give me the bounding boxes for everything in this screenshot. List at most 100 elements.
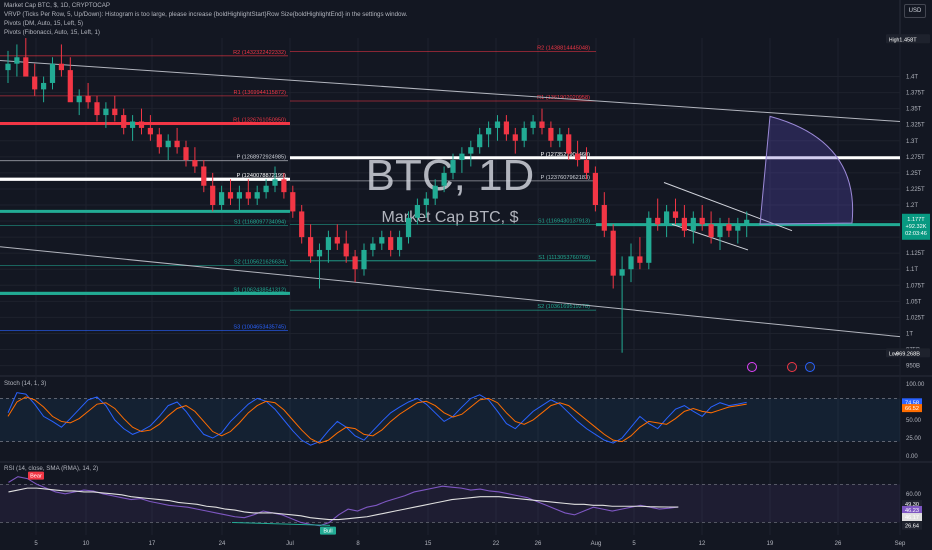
candle-body [539,121,545,128]
candle-body [494,121,501,128]
candle-body [23,57,29,77]
low-label: Low [889,351,899,357]
pivots-fib-label[interactable]: Pivots (Fibonacci, Auto, 15, Left, 1) [4,29,100,36]
rsi-title[interactable]: RSI (14, close, SMA (RMA), 14, 2) [4,465,99,472]
currency-button[interactable]: USD [904,4,926,18]
candle-body [486,127,492,135]
candle-body [557,134,563,141]
pivot-level-aug-label: S1 (1169430137913) [538,219,590,225]
vrvp-indicator-label[interactable]: VRVP (Ticks Per Row, 5, Up/Down): Histog… [4,11,408,18]
rsi-bear-tag-bg [28,471,44,480]
watermark-name: Market Cap BTC, $ [382,209,519,226]
candle-body [121,115,127,128]
time-axis-label: 8 [356,541,360,547]
stoch-axis-label: 0.00 [906,454,918,460]
price-axis-label: 1.025T [906,315,925,321]
last-price-tag-bg [902,213,930,240]
pivot-level-jul-label: R1 (1369944115872) [234,90,287,96]
candle-body [726,224,732,231]
pivot-level-jul-label: S1 (1062438541312) [233,287,286,293]
trend-line-lower [0,246,901,338]
candle-body [628,256,634,270]
candle-body [548,127,554,141]
candle-body [14,57,20,64]
low-value-tag-bg [886,348,930,358]
candle-body [201,166,207,186]
candle-body [147,127,153,135]
candle-body [637,256,643,263]
price-axis-label: 1.075T [906,283,925,289]
candle-body [370,243,376,250]
last-change-value: +92.32K [906,224,927,230]
candle-body [619,269,625,276]
stoch-d-tag-bg [902,404,922,413]
candle-body [49,63,56,83]
rsi-ma-line [8,487,679,521]
candle-body [681,217,687,231]
time-axis-label: 26 [835,541,842,547]
candle-body [325,237,331,250]
rsi-value-tag: 46.17 [905,515,919,521]
event-icon[interactable] [787,362,797,372]
stoch-k-tag-bg [902,398,922,407]
rsi-value-tag: 49.30 [905,502,919,508]
pivot-level-jul-label: R1 (1326761050950) [233,118,286,124]
event-icon[interactable] [805,362,815,372]
candle-body [583,160,590,173]
stoch-title[interactable]: Stoch (14, 1, 3) [4,380,47,387]
time-axis-label: 26 [535,541,542,547]
price-axis-label: 1.1T [906,267,918,273]
rsi-line [8,476,679,527]
time-axis-label: 12 [699,541,706,547]
candle-body [450,160,456,173]
stoch-axis-label: 100.00 [906,382,925,388]
candle-body [5,63,11,71]
price-axis-label: 1.05T [906,299,922,305]
candle-body [32,76,38,90]
candle-body [334,237,340,244]
candle-body [130,121,136,128]
high-value-tag: 1.458T [899,37,917,43]
candle-body [290,192,296,212]
high-value-tag-bg [886,34,930,44]
wedge-line-upper [663,182,793,232]
candle-body [397,237,403,250]
rsi-bull-divergence [231,521,331,526]
candle-body [67,70,73,103]
pivot-level-jul-label: R2 (1432322422332) [233,50,286,56]
candle-body [503,121,509,135]
candle-body [708,224,714,238]
candle-body [236,192,242,199]
rsi-value-tag: 46.23 [905,508,919,514]
time-axis-label: Jul [286,541,294,547]
price-axis-label: 1.25T [906,171,922,177]
candle-body [414,205,420,218]
candle-body [85,95,91,103]
time-axis-label: 10 [83,541,90,547]
time-axis-label: 5 [632,541,636,547]
time-axis-label: Aug [591,541,602,547]
candle-body [441,172,447,186]
candle-body [352,256,358,270]
candle-body [94,102,100,116]
price-axis-label: 1T [906,331,913,337]
price-axis-label: 1.35T [906,107,922,113]
candle-body [361,249,367,270]
pivot-level-aug-label: P (1273527904460) [541,152,590,158]
time-axis-label: 5 [34,541,38,547]
candle-body [468,147,474,154]
countdown-value: 02:03:46 [905,231,927,237]
price-axis-label: 1.225T [906,187,925,193]
candle-body [672,211,679,218]
candle-body [183,147,189,161]
candle-body [664,211,670,225]
price-axis-label: 1.275T [906,155,925,161]
pivots-dm-label[interactable]: Pivots (DM, Auto, 15, Left, 5) [4,20,84,27]
candle-body [219,192,225,205]
low-value-tag: 969.268B [896,351,920,357]
price-axis-label: 1.125T [906,251,925,257]
event-icon[interactable] [747,362,757,372]
candle-body [717,224,723,238]
price-axis-label: 1.4T [906,75,918,81]
